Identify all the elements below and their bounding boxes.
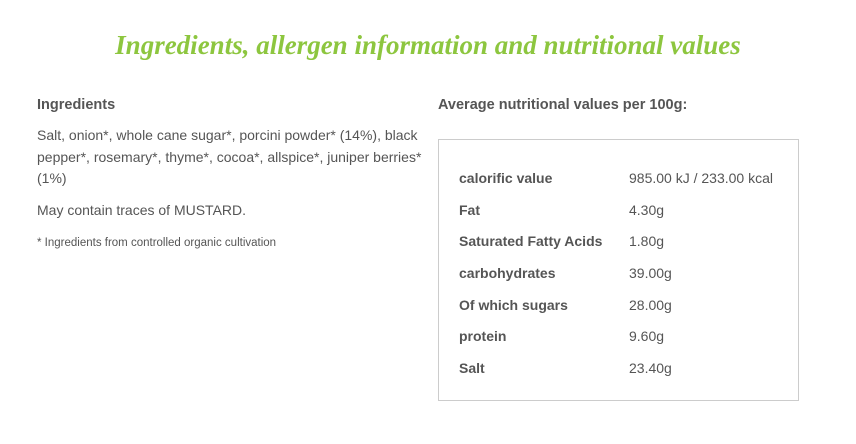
nutrient-value: 39.00g (629, 264, 672, 281)
nutrition-row: Saturated Fatty Acids 1.80g (453, 225, 779, 257)
nutrition-row: Fat 4.30g (453, 194, 779, 226)
nutrient-name: carbohydrates (459, 264, 556, 281)
nutrition-heading: Average nutritional values per 100g: (438, 97, 688, 113)
nutrient-value: 28.00g (629, 296, 672, 313)
nutrition-row: calorific value 985.00 kJ / 233.00 kcal (453, 162, 779, 194)
nutrient-name: Fat (459, 201, 480, 218)
nutrition-row: Salt 23.40g (453, 352, 779, 384)
nutrient-name: Saturated Fatty Acids (459, 233, 603, 250)
nutrient-name: protein (459, 328, 507, 345)
nutrition-row: Of which sugars 28.00g (453, 289, 779, 321)
nutrition-row: protein 9.60g (453, 320, 779, 352)
nutrient-value: 9.60g (629, 328, 665, 345)
nutrition-section: Average nutritional values per 100g: cal… (438, 97, 808, 401)
nutrient-name: Of which sugars (459, 296, 568, 313)
nutrition-table: calorific value 985.00 kJ / 233.00 kcal Fa… (453, 162, 779, 384)
nutrient-value: 985.00 kJ / 233.00 kcal (629, 169, 773, 186)
nutrient-value: 1.80g (629, 233, 665, 250)
nutrient-value: 4.30g (629, 201, 665, 218)
nutrition-row: carbohydrates 39.00g (453, 257, 779, 289)
nutrient-value: 23.40g (629, 359, 672, 376)
ingredients-text: Salt, onion*, whole cane sugar*, porcini… (37, 127, 422, 186)
nutrient-name: Salt (459, 359, 485, 376)
ingredients-section: Ingredients Salt, onion*, whole cane sug… (37, 97, 422, 265)
title: Ingredients, allergen information and nu… (115, 30, 741, 60)
ingredients-heading: Ingredients (37, 97, 116, 113)
nutrient-name: calorific value (459, 169, 553, 186)
allergen-text: May contain traces of MUSTARD. (37, 201, 247, 218)
nutrition-box: calorific value 985.00 kJ / 233.00 kcal Fa… (438, 139, 799, 401)
footnote: * Ingredients from controlled organic cu… (37, 237, 277, 249)
